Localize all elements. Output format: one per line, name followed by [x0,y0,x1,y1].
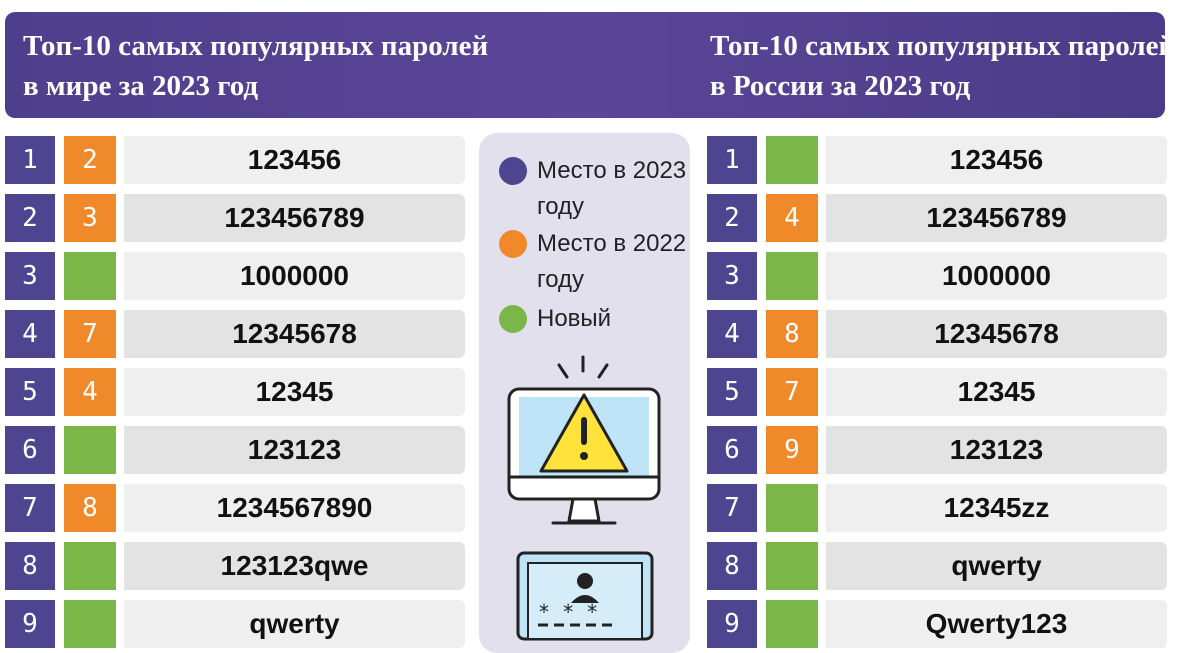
rank-2022: 9 [766,426,818,474]
login-form-icon: * * * [516,551,654,641]
warning-monitor-icon [507,355,661,525]
table-row: 7 8 1234567890 [5,484,465,532]
rank-2023: 5 [5,368,55,416]
rank-2023: 2 [5,194,55,242]
rank-2022 [64,426,116,474]
password: 12345678 [124,310,465,358]
rank-2023: 7 [5,484,55,532]
password: qwerty [124,600,465,648]
rank-2023: 6 [707,426,757,474]
table-row: 6 9 123123 [707,426,1167,474]
rank-2022 [766,136,818,184]
rank-2022: 7 [64,310,116,358]
rank-2022 [64,542,116,590]
rank-2023: 6 [5,426,55,474]
legend-label-2023: Место в 2023 году [537,157,687,220]
password: 123123 [826,426,1167,474]
rank-2023: 1 [5,136,55,184]
rank-2023: 8 [707,542,757,590]
rank-2023: 8 [5,542,55,590]
rank-2022: 3 [64,194,116,242]
table-row: 1 123456 [707,136,1167,184]
table-row: 7 12345zz [707,484,1167,532]
legend-label-new: Новый [537,305,612,332]
rank-2022: 8 [64,484,116,532]
rank-2022 [766,600,818,648]
password: 1234567890 [124,484,465,532]
password: 123456 [124,136,465,184]
rank-2023: 3 [707,252,757,300]
password: 12345678 [826,310,1167,358]
svg-text:* * *: * * * [538,600,598,624]
password: 1000000 [124,252,465,300]
rank-2023: 1 [707,136,757,184]
table-row: 6 123123 [5,426,465,474]
password: 12345 [124,368,465,416]
password: 1000000 [826,252,1167,300]
rank-2023: 5 [707,368,757,416]
rank-2023: 9 [707,600,757,648]
table-row: 4 7 12345678 [5,310,465,358]
password: 123456789 [826,194,1167,242]
rank-2022: 4 [766,194,818,242]
rank-2023: 2 [707,194,757,242]
password: 123123qwe [124,542,465,590]
rank-2022: 2 [64,136,116,184]
header-banner: Топ-10 самых популярных паролей в мире з… [5,12,1175,118]
table-row: 3 1000000 [5,252,465,300]
rank-2022: 8 [766,310,818,358]
table-row: 3 1000000 [707,252,1167,300]
table-row: 8 qwerty [707,542,1167,590]
table-row: 9 Qwerty123 [707,600,1167,648]
password: 123123 [124,426,465,474]
table-row: 2 3 123456789 [5,194,465,242]
table-row: 2 4 123456789 [707,194,1167,242]
rank-2022: 4 [64,368,116,416]
rank-2023: 4 [707,310,757,358]
password: 12345zz [826,484,1167,532]
table-row: 8 123123qwe [5,542,465,590]
password: 123456789 [124,194,465,242]
table-row: 4 8 12345678 [707,310,1167,358]
rank-2022: 7 [766,368,818,416]
rank-2023: 4 [5,310,55,358]
table-row: 5 4 12345 [5,368,465,416]
russia-title: Топ-10 самых популярных паролей в России… [710,30,1176,102]
password: qwerty [826,542,1167,590]
legend-dot-new [499,305,527,333]
legend-panel: Место в 2023 году Место в 2022 году Новы… [479,133,690,653]
legend-dot-2022 [499,230,527,258]
table-row: 5 7 12345 [707,368,1167,416]
password: Qwerty123 [826,600,1167,648]
password: 12345 [826,368,1167,416]
legend-label-2022: Место в 2022 году [537,230,687,293]
rank-2022 [64,252,116,300]
table-row: 1 2 123456 [5,136,465,184]
rank-2022 [766,484,818,532]
password: 123456 [826,136,1167,184]
rank-2023: 3 [5,252,55,300]
rank-2022 [64,600,116,648]
rank-2023: 7 [707,484,757,532]
world-title: Топ-10 самых популярных паролей в мире з… [23,30,489,102]
legend-dot-2023 [499,157,527,185]
table-row: 9 qwerty [5,600,465,648]
rank-2022 [766,542,818,590]
rank-2023: 9 [5,600,55,648]
rank-2022 [766,252,818,300]
